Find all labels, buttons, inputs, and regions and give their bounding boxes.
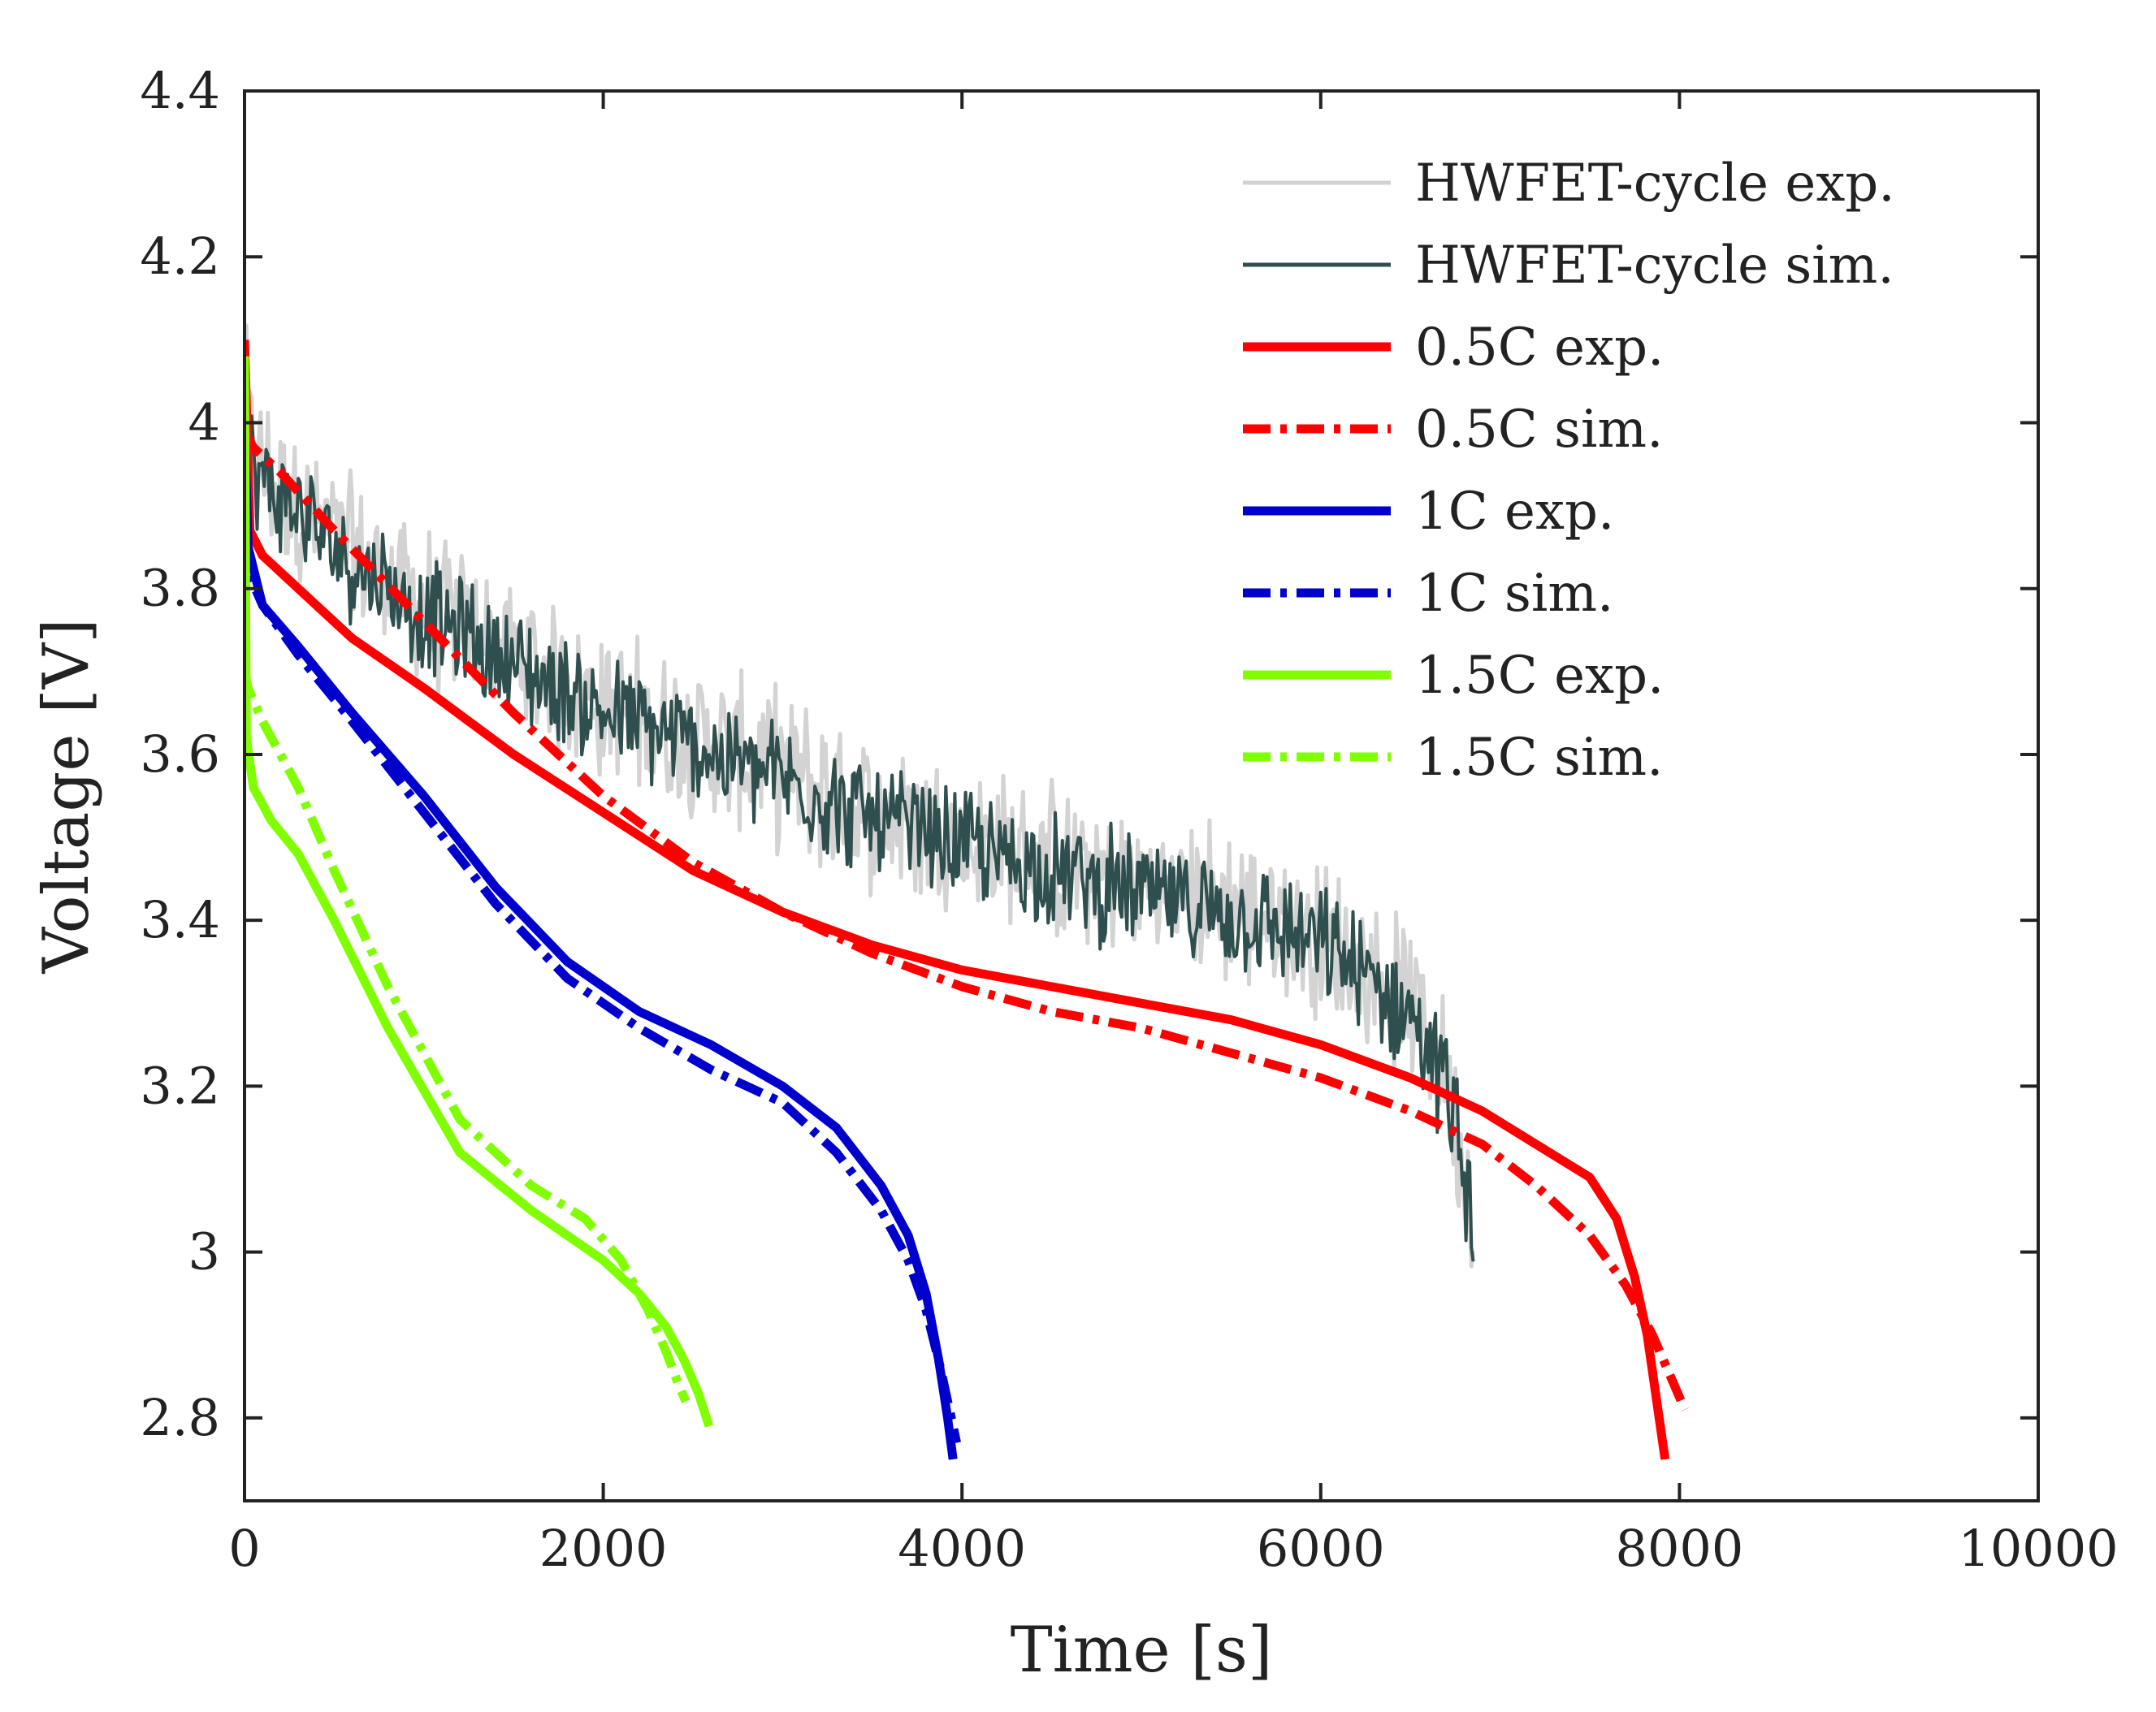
axes-layer: [243, 89, 2040, 1502]
x-tick-label: 10000: [1958, 1519, 2118, 1578]
y-axis-label: Voltage [V]: [30, 619, 103, 975]
x-tick-label: 8000: [1616, 1519, 1744, 1578]
x-tick-label: 2000: [539, 1519, 668, 1578]
legend-label: 1C sim.: [1415, 564, 1613, 624]
legend-label: 0.5C exp.: [1415, 318, 1664, 378]
y-tick-label: 2.8: [140, 1388, 220, 1447]
y-tick-label: 3.8: [140, 559, 220, 618]
legend-label: HWFET-cycle exp.: [1415, 153, 1895, 214]
axes-frame: [243, 89, 2040, 1502]
series-line-0-5c-exp: [245, 339, 1670, 1460]
series-layer: [245, 323, 1690, 1460]
legend: HWFET-cycle exp. HWFET-cycle sim. 0.5C exp…: [1243, 153, 1895, 788]
x-axis-label: Time [s]: [1011, 1614, 1273, 1687]
x-tick-label: 6000: [1257, 1519, 1385, 1578]
legend-label: 1C exp.: [1415, 482, 1614, 542]
legend-label: 1.5C exp.: [1415, 646, 1664, 706]
series-line-1-5c-sim: [245, 670, 691, 1403]
y-tick-label: 4.2: [140, 227, 220, 286]
legend-label: 0.5C sim.: [1415, 400, 1663, 460]
y-tick-label: 4: [188, 392, 220, 452]
series-line-hwfet-cycle-sim: [245, 413, 1475, 1262]
y-tick-label: 4.4: [140, 61, 220, 120]
legend-label: 1.5C sim.: [1415, 728, 1663, 788]
series-line-1-5c-exp: [245, 356, 714, 1428]
y-tick-label: 3.4: [140, 890, 220, 949]
y-tick-label: 3.6: [140, 724, 220, 784]
x-tick-label: 4000: [898, 1519, 1026, 1578]
series-line-1c-sim: [245, 538, 961, 1444]
plot-background: [245, 91, 2038, 1501]
y-tick-label: 3: [188, 1222, 220, 1282]
y-tick-label: 3.2: [140, 1056, 220, 1115]
tick-labels: 0 2000 4000 6000 8000 10000 2.8 3 3.2 3.4 3.6 3.8 4 4…: [140, 61, 2118, 1578]
legend-label: HWFET-cycle sim.: [1415, 236, 1894, 296]
x-tick-label: 0: [228, 1519, 260, 1578]
series-line-0-5c-sim: [245, 429, 1690, 1412]
